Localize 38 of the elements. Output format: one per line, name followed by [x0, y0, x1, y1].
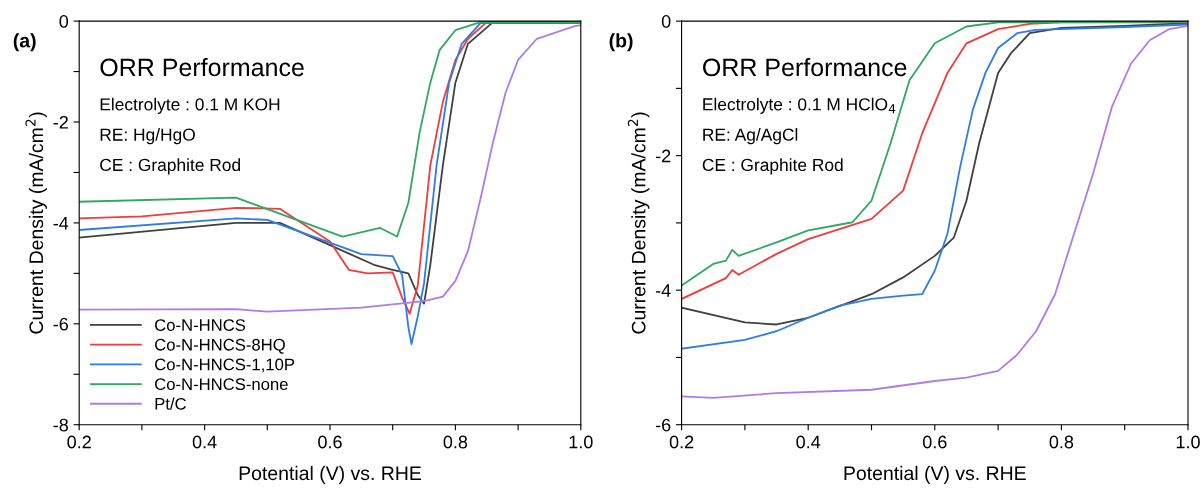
x-tick-label: 0.4: [796, 435, 821, 449]
annotation: Electrolyte : 0.1 M KOH: [100, 97, 280, 114]
y-tick-label: -4: [53, 217, 69, 230]
x-tick-label: 0.8: [1049, 435, 1074, 449]
annotation: RE: Hg/HgO: [100, 128, 195, 145]
y-tick-label: -4: [655, 284, 671, 297]
y-tick-label: -8: [53, 418, 68, 432]
annotation: CE : Graphite Rod: [702, 158, 843, 175]
annotation: RE: Ag/AgCl: [703, 128, 798, 145]
x-tick-label: 0.2: [669, 435, 694, 449]
y-tick-label: 0: [59, 15, 69, 28]
legend-label: Co-N-HNCS-1,10P: [155, 358, 295, 373]
annotation: CE : Graphite Rod: [100, 158, 240, 175]
x-tick-label: 0.6: [922, 435, 947, 449]
legend-label: Co-N-HNCS-8HQ: [155, 338, 285, 354]
y-tick-label: -2: [53, 115, 68, 129]
text: (b): [609, 33, 633, 52]
annotation: Electrolyte : 0.1 M HClO$_{4}$: [703, 97, 896, 114]
legend-label: Co-N-HNCS: [155, 319, 246, 331]
y-tick-label: -6: [655, 418, 671, 432]
x-axis-title: Potential (V) vs. RHE: [239, 465, 422, 484]
y-axis-title: Current Density (mA/cm$^{2}$): [627, 112, 650, 334]
x-tick-label: 1.0: [1176, 435, 1200, 449]
y-tick-label: -2: [655, 149, 671, 163]
x-tick-label: 0.8: [443, 435, 468, 449]
x-tick-label: 0.4: [192, 435, 217, 449]
x-tick-label: 1.0: [569, 435, 593, 449]
x-axis-title: Potential (V) vs. RHE: [844, 465, 1026, 484]
x-tick-label: 0.6: [318, 435, 342, 449]
y-axis-title: Current Density (mA/cm$^{2}$): [25, 112, 47, 334]
y-tick-label: 0: [661, 15, 671, 28]
text: (a): [13, 33, 36, 52]
y-tick-label: -6: [53, 317, 68, 331]
legend-label: Co-N-HNCS-none: [155, 378, 288, 391]
x-tick-label: 0.2: [67, 435, 91, 449]
annotation: ORR Performance: [100, 57, 304, 77]
legend-label: Pt/C: [155, 397, 186, 410]
annotation: ORR Performance: [703, 57, 907, 77]
